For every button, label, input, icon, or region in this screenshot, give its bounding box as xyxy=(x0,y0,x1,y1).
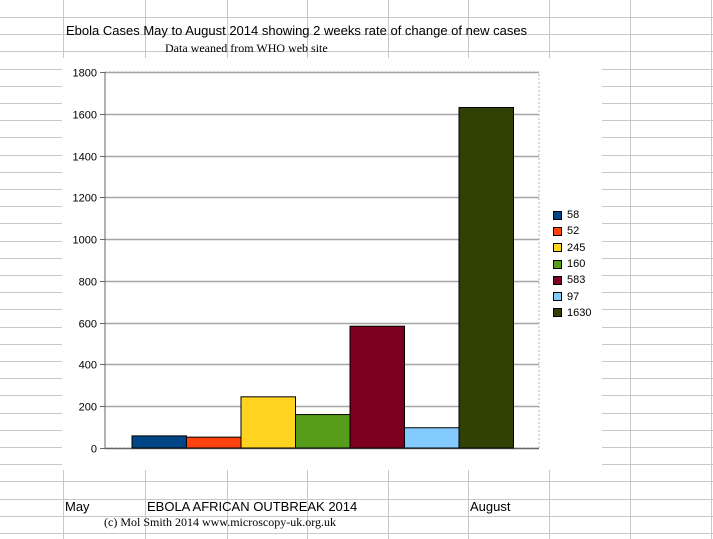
bar-58 xyxy=(131,435,187,449)
y-tick-label: 1000 xyxy=(73,235,97,247)
y-tick-label: 1600 xyxy=(73,110,97,122)
legend-item: 52 xyxy=(553,223,603,239)
chart-legend: 58 52 245 160 583 97 1630 xyxy=(553,207,603,321)
legend-label: 583 xyxy=(567,274,586,287)
legend-swatch xyxy=(553,259,562,269)
legend-swatch xyxy=(553,210,562,220)
legend-swatch xyxy=(553,226,562,236)
y-tick-label: 0 xyxy=(91,444,97,456)
sheet-title: Ebola Cases May to August 2014 showing 2… xyxy=(66,23,528,38)
legend-item: 97 xyxy=(553,288,603,304)
y-tick-label: 1800 xyxy=(73,68,97,80)
legend-item: 1630 xyxy=(553,305,603,321)
y-tick-label: 400 xyxy=(79,360,97,372)
copyright-credit: (c) Mol Smith 2014 www.microscopy-uk.org… xyxy=(104,515,336,529)
legend-item: 245 xyxy=(553,240,603,256)
bar-chart: 0 200 400 600 800 1000 1200 1400 1600 1800 xyxy=(73,68,540,456)
legend-swatch xyxy=(553,275,562,285)
legend-label: 245 xyxy=(567,241,586,254)
y-tick-label: 600 xyxy=(79,319,97,331)
legend-label: 58 xyxy=(567,209,580,222)
footer-title: EBOLA AFRICAN OUTBREAK 2014 xyxy=(147,499,358,514)
legend-label: 52 xyxy=(567,225,580,238)
bar-52 xyxy=(186,436,242,449)
y-tick-label: 800 xyxy=(79,277,97,289)
y-tick-label: 1200 xyxy=(73,193,97,205)
bar-97 xyxy=(404,427,460,449)
bar-583 xyxy=(349,325,405,449)
bar-160 xyxy=(295,414,351,449)
sheet-subtitle: Data weaned from WHO web site xyxy=(165,41,328,55)
legend-item: 583 xyxy=(553,272,603,288)
legend-item: 160 xyxy=(553,256,603,272)
y-tick-label: 1400 xyxy=(73,152,97,164)
legend-item: 58 xyxy=(553,207,603,223)
legend-swatch xyxy=(553,308,562,318)
bar-245 xyxy=(240,396,296,449)
legend-swatch xyxy=(553,292,562,302)
legend-swatch xyxy=(553,243,562,253)
legend-label: 1630 xyxy=(567,306,592,319)
chart-area[interactable]: 0 200 400 600 800 1000 1200 1400 1600 1800 xyxy=(62,58,602,470)
bar-1630 xyxy=(458,107,514,449)
y-tick-label: 200 xyxy=(79,402,97,414)
footer-start-label: May xyxy=(65,499,90,514)
footer-end-label: August xyxy=(470,499,511,514)
legend-label: 97 xyxy=(567,290,580,303)
legend-label: 160 xyxy=(567,258,586,271)
